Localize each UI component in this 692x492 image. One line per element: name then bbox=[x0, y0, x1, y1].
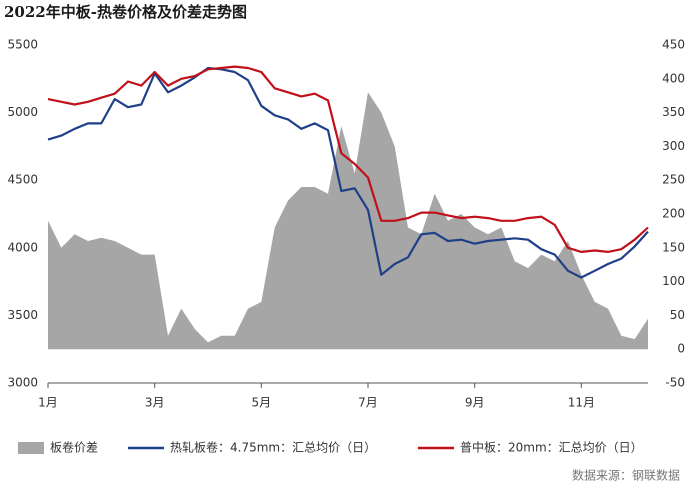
y2-tick-label: 450 bbox=[662, 38, 685, 52]
y-tick-label: 5500 bbox=[7, 38, 38, 52]
source: 数据来源：钢联数据 bbox=[572, 468, 680, 483]
y2-tick-label: -50 bbox=[665, 376, 685, 390]
y-tick-label: 3000 bbox=[7, 376, 38, 390]
y2-tick-label: 50 bbox=[670, 308, 685, 322]
legend-label: 板卷价差 bbox=[50, 440, 98, 455]
y2-tick-label: 150 bbox=[662, 240, 685, 254]
y2-tick-label: 400 bbox=[662, 71, 685, 85]
x-tick-label: 7月 bbox=[358, 396, 378, 410]
y2-tick-label: 250 bbox=[662, 173, 685, 187]
x-tick-label: 1月 bbox=[38, 396, 58, 410]
y2-tick-label: 350 bbox=[662, 105, 685, 119]
line bbox=[47, 65, 649, 253]
y2-tick-label: 0 bbox=[677, 342, 685, 356]
legend-label: 热轧板卷：4.75mm：汇总均价（日） bbox=[170, 440, 376, 455]
y-tick-label: 3500 bbox=[7, 308, 38, 322]
y2-tick-label: 200 bbox=[662, 207, 685, 221]
y2-tick-label: 300 bbox=[662, 139, 685, 153]
x-tick-label: 9月 bbox=[465, 396, 485, 410]
chart-title: 2022年中板-热卷价格及价差走势图 bbox=[4, 3, 247, 21]
legend-swatch bbox=[18, 442, 44, 454]
x-tick-label: 5月 bbox=[252, 396, 272, 410]
x-tick-label: 3月 bbox=[145, 396, 165, 410]
legend-label: 普中板：20mm：汇总均价（日） bbox=[460, 440, 643, 455]
y-tick-label: 5000 bbox=[7, 105, 38, 119]
x-tick-label: 11月 bbox=[568, 396, 595, 410]
y-tick-label: 4000 bbox=[7, 240, 38, 254]
line bbox=[47, 66, 649, 279]
area bbox=[48, 92, 648, 350]
y2-tick-label: 100 bbox=[662, 274, 685, 288]
y-tick-label: 4500 bbox=[7, 173, 38, 187]
